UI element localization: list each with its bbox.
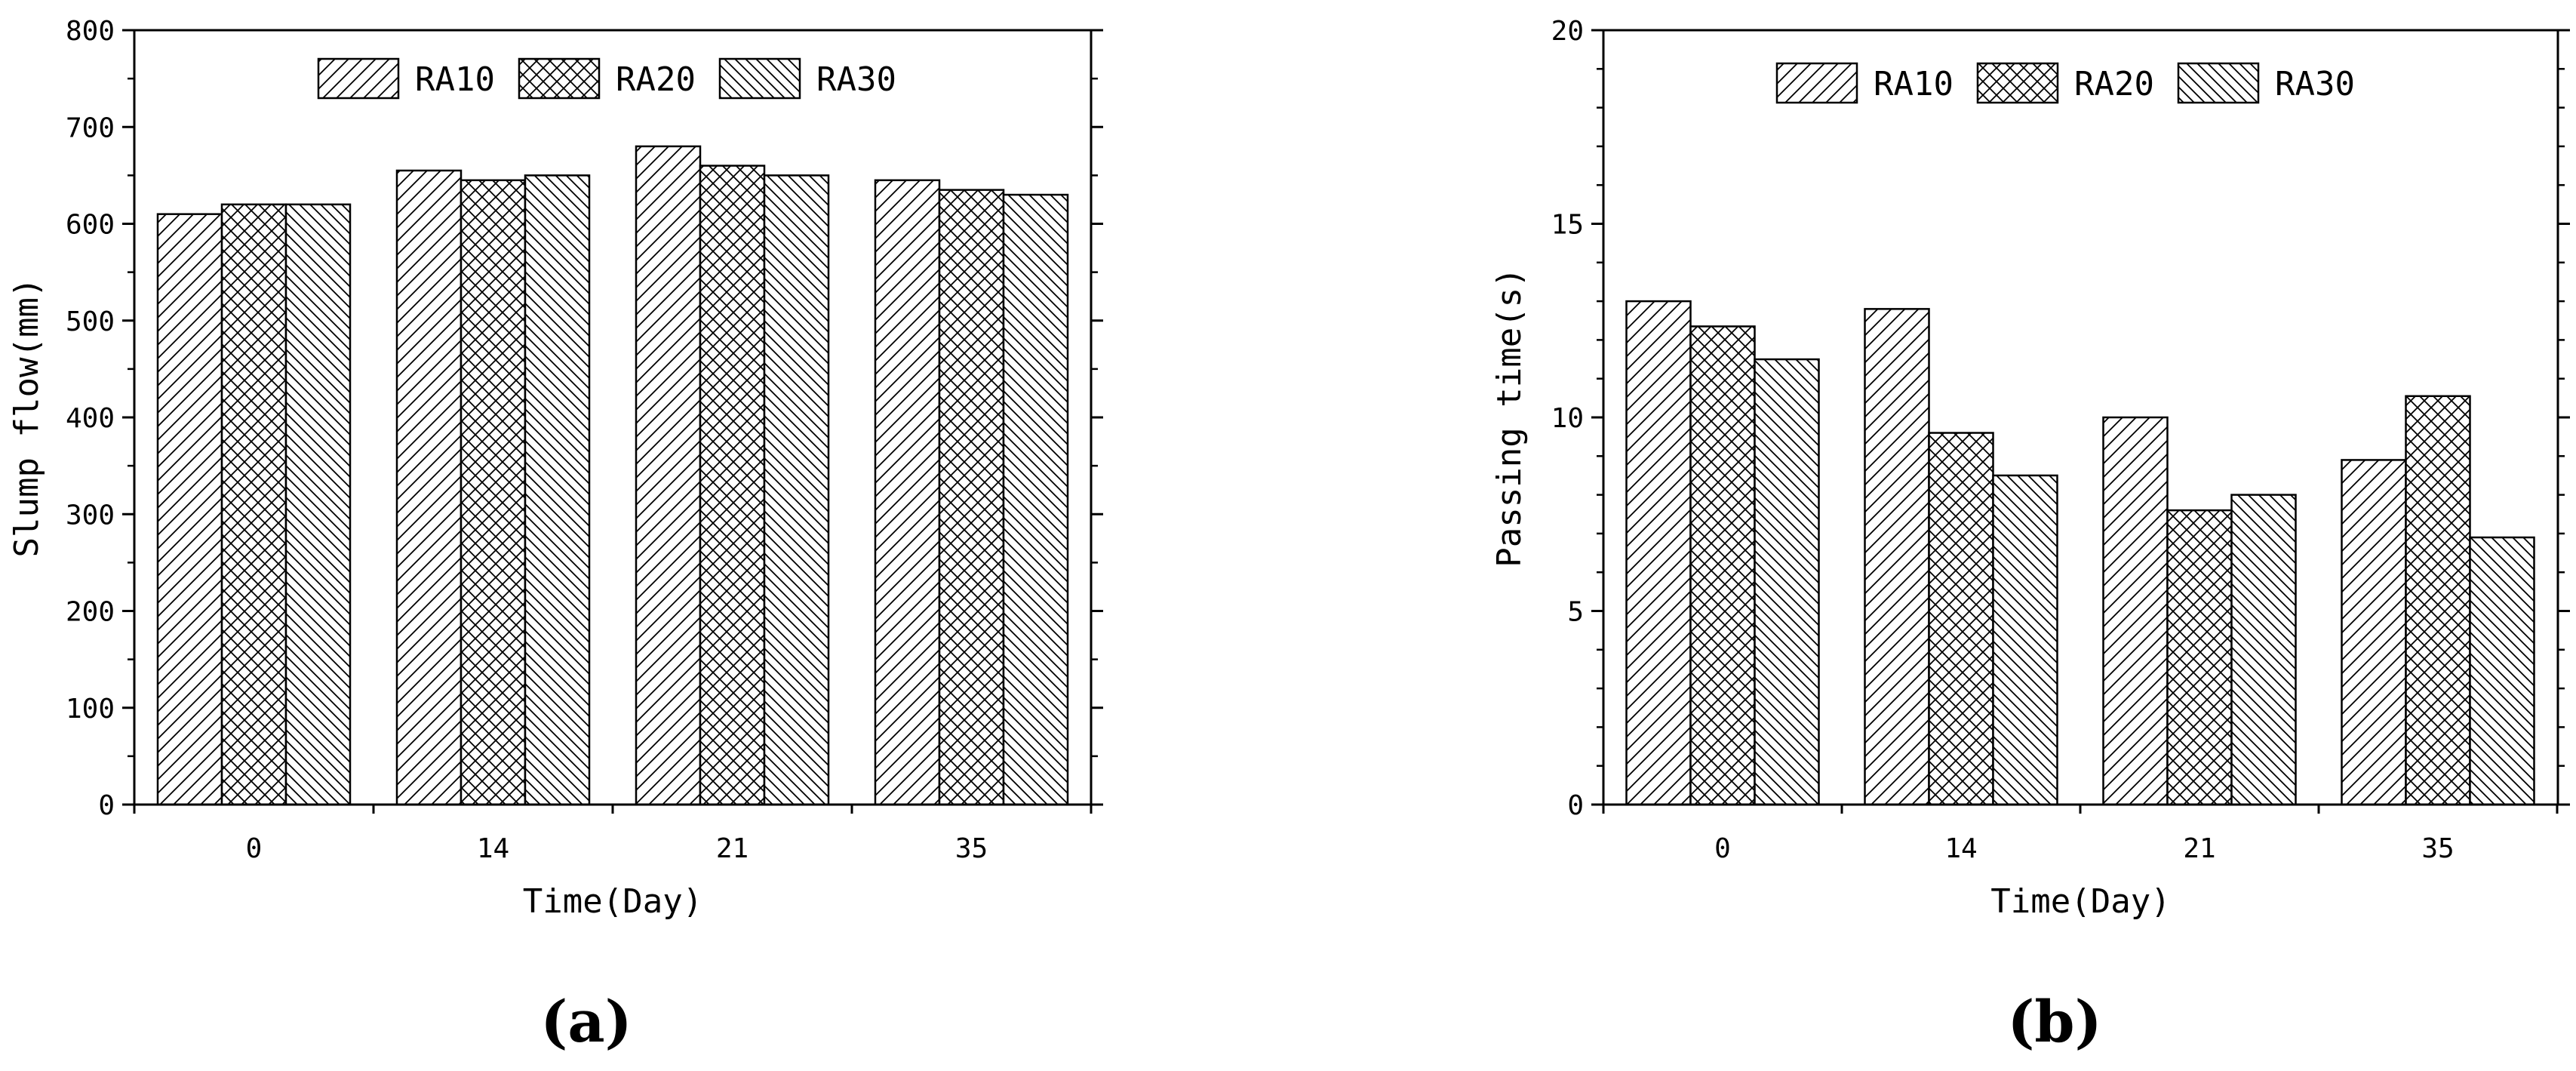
x-tick-label: 35	[955, 833, 988, 864]
bar-ra10-0	[1625, 300, 1692, 806]
x-axis-title: Time(Day)	[523, 882, 702, 921]
panel-label: (a)	[540, 988, 632, 1055]
y-tick-label: 800	[66, 16, 115, 47]
legend-label-ra30: RA30	[2275, 65, 2355, 103]
y-tick-label: 0	[98, 790, 115, 821]
y-tick-label: 0	[1567, 790, 1584, 821]
x-axis-ticks: 0 14 21 35	[133, 805, 1093, 864]
y-tick-label: 600	[66, 210, 115, 241]
y-tick-label: 300	[66, 500, 115, 531]
legend-swatch-ra30	[718, 57, 801, 100]
legend-swatch-ra20	[1976, 62, 2059, 104]
bar-ra10-35	[2341, 459, 2407, 806]
bar-ra20-0	[1689, 325, 1756, 806]
bar-ra20-21	[699, 165, 766, 806]
bar-ra20-21	[2166, 509, 2233, 806]
x-axis-ticks: 0 14 21 35	[1602, 805, 2559, 864]
panel-label: (b)	[2007, 988, 2101, 1055]
y-tick-label: 15	[1551, 210, 1584, 241]
bar-ra30-35	[2469, 536, 2535, 806]
legend-swatch-ra20	[518, 57, 601, 100]
bar-ra30-0	[284, 203, 352, 806]
bar-ra10-0	[156, 213, 223, 806]
panel-label-group: (b)	[2007, 988, 2101, 1055]
bar-ra10-21	[2102, 416, 2169, 806]
bar-ra30-0	[1754, 358, 1820, 806]
legend-label-ra10: RA10	[1874, 65, 1954, 103]
x-axis-title: Time(Day)	[1990, 882, 2170, 921]
x-tick-label: 21	[716, 833, 749, 864]
bars	[1625, 300, 2535, 806]
y-tick-label: 400	[66, 403, 115, 434]
bar-ra10-14	[1864, 308, 1930, 806]
x-tick-label: 0	[1714, 833, 1731, 864]
x-tick-label: 21	[2183, 833, 2215, 864]
legend-label-ra30: RA30	[816, 60, 896, 99]
y-tick-label: 10	[1551, 403, 1584, 434]
bar-ra30-35	[1002, 193, 1069, 806]
legend-label-ra20: RA20	[616, 60, 696, 99]
legend-label-ra10: RA10	[415, 60, 495, 99]
y-axis-ticks: 0 5 10 15 20	[1551, 16, 2570, 821]
y-tick-label: 5	[1567, 597, 1584, 628]
x-tick-label: 14	[477, 833, 509, 864]
y-tick-label: 700	[66, 112, 115, 143]
y-tick-label: 100	[66, 694, 115, 725]
bar-ra20-14	[460, 179, 527, 806]
bar-ra20-0	[220, 203, 287, 806]
bar-ra10-14	[395, 169, 463, 806]
legend-swatch-ra10	[1775, 62, 1858, 104]
chart-panel-a: 0 100 200 300 400 500 600 700 800 0 14 21 35 Time(Day…	[8, 16, 1103, 1055]
panel-label-group: (a)	[540, 988, 632, 1055]
chart-panel-b: 0 5 10 15 20 0 14 21 35 Time(Day) Passing time(s) R…	[1490, 16, 2570, 1055]
legend-swatch-ra10	[317, 57, 400, 100]
legend-swatch-ra30	[2177, 62, 2260, 104]
bars	[156, 145, 1069, 806]
x-tick-label: 35	[2421, 833, 2454, 864]
y-tick-label: 500	[66, 306, 115, 337]
y-axis-title: Slump flow(mm)	[8, 278, 46, 558]
x-tick-label: 0	[246, 833, 263, 864]
y-axis-title: Passing time(s)	[1490, 267, 1529, 567]
legend: RA10 RA20 RA30	[317, 57, 896, 100]
legend-label-ra20: RA20	[2074, 65, 2154, 103]
x-tick-label: 14	[1944, 833, 1977, 864]
bar-ra30-14	[524, 174, 591, 806]
bar-ra30-21	[2230, 494, 2297, 806]
y-tick-label: 20	[1551, 16, 1584, 47]
bar-ra10-21	[635, 145, 702, 806]
y-tick-label: 200	[66, 597, 115, 628]
legend: RA10 RA20 RA30	[1775, 62, 2355, 104]
y-axis-ticks: 0 100 200 300 400 500 600 700 800	[66, 16, 1103, 821]
bar-ra20-35	[2405, 395, 2471, 806]
bar-ra20-35	[938, 189, 1005, 806]
bar-ra20-14	[1928, 432, 1994, 806]
bar-ra30-14	[1992, 474, 2058, 806]
bar-ra10-35	[874, 179, 941, 806]
bar-ra30-21	[763, 174, 830, 806]
